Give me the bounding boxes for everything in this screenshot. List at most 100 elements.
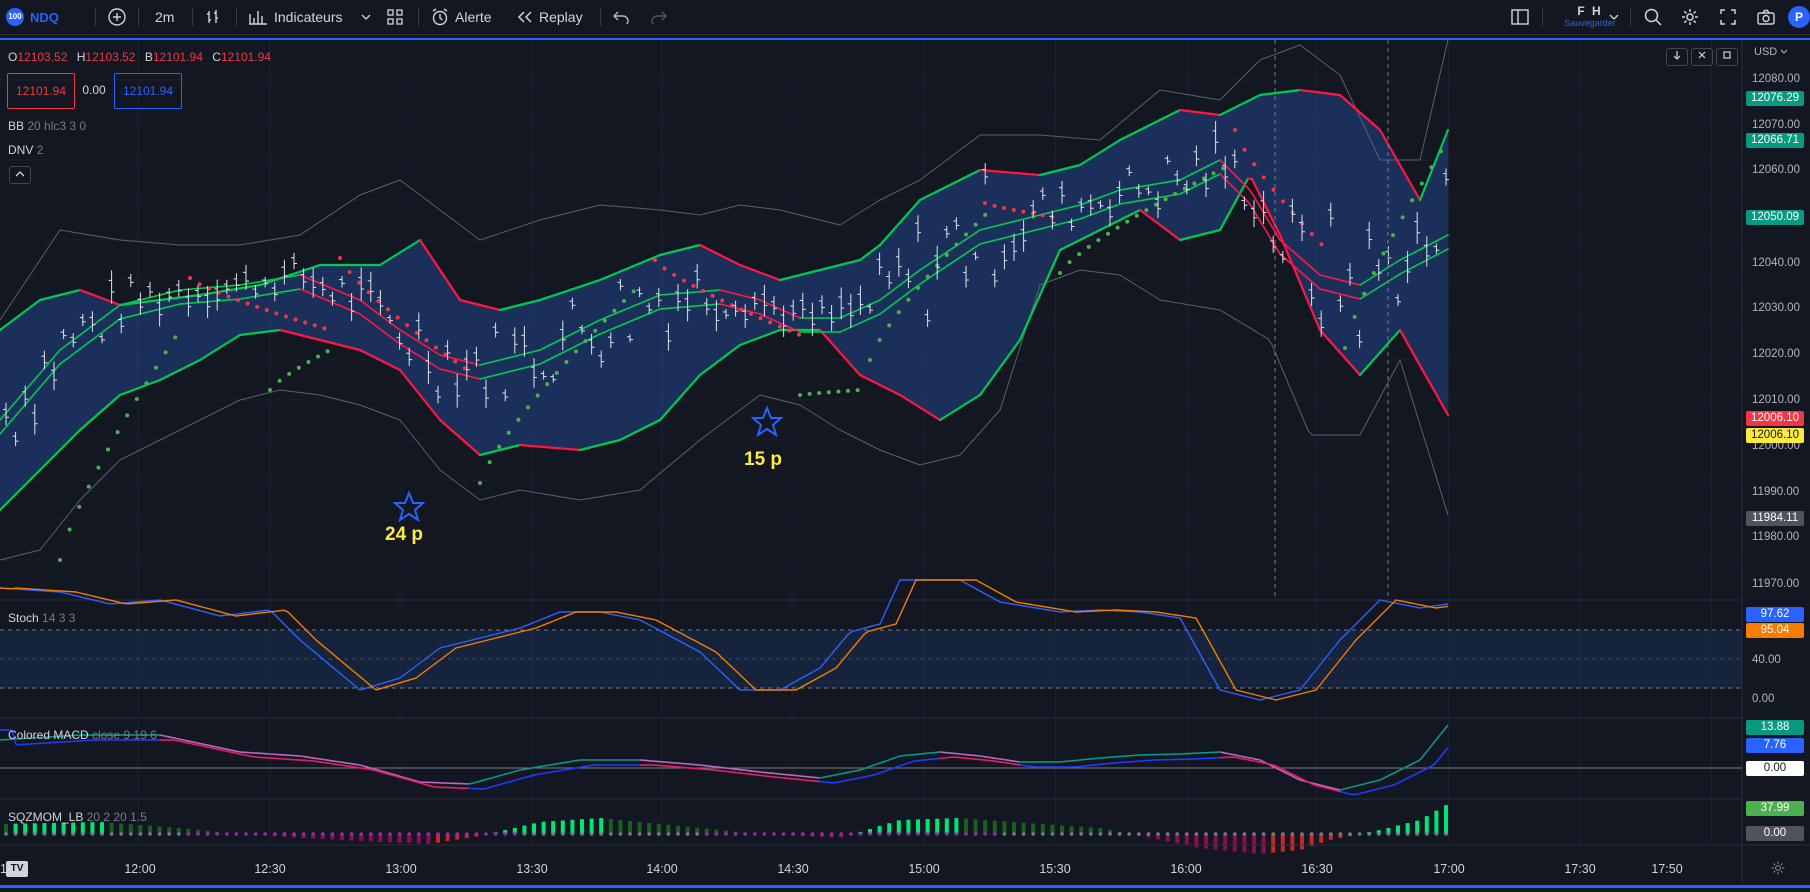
macd-params: close 9 19 6 — [92, 728, 157, 742]
macd-tag: 0.00 — [1746, 761, 1804, 776]
time-tick-label: 12:30 — [254, 862, 286, 876]
time-tick-label: 15:30 — [1039, 862, 1071, 876]
sell-button[interactable]: 12101.94 — [7, 73, 75, 109]
save-label: Sauvegarder — [1564, 18, 1616, 28]
macd-name: Colored MACD — [8, 728, 89, 742]
indicators-button[interactable]: Indicateurs — [248, 0, 342, 34]
gear-icon[interactable] — [1677, 0, 1703, 34]
fullscreen-icon[interactable] — [1715, 0, 1741, 34]
price-tick-label: 12020.00 — [1752, 348, 1800, 360]
star-icon — [392, 490, 426, 523]
bb-name: BB — [8, 119, 25, 133]
stoch-k-line — [0, 579, 1449, 701]
price-tag: 12006.10 — [1746, 428, 1804, 443]
scroll-down-button[interactable] — [1666, 48, 1688, 66]
sqz-tag: 37.99 — [1746, 801, 1804, 816]
time-tick-label: 16:30 — [1301, 862, 1333, 876]
time-tick-label: 17:00 — [1433, 862, 1465, 876]
currency-label[interactable]: USD — [1754, 46, 1788, 58]
camera-icon[interactable] — [1753, 0, 1779, 34]
arrow-down-icon — [1673, 51, 1681, 60]
profile-avatar[interactable]: P — [1788, 0, 1810, 34]
price-tag: 12006.10 — [1746, 411, 1804, 426]
bollinger-middle-line — [0, 159, 1449, 421]
indicators-label: Indicateurs — [274, 9, 343, 25]
macd-tag: 7.76 — [1746, 738, 1804, 753]
symbol-selector[interactable]: 100 NDQ — [6, 0, 59, 34]
collapse-legend-button[interactable] — [9, 166, 31, 184]
tradingview-logo: TV — [6, 860, 28, 877]
alert-button[interactable]: Alerte — [430, 0, 492, 34]
price-tick-label: 12060.00 — [1752, 164, 1800, 176]
annotation-label: 15 p — [744, 449, 783, 470]
search-icon[interactable] — [1640, 0, 1666, 34]
time-tick-label: 13:30 — [516, 862, 548, 876]
dnv-name: DNV — [8, 143, 34, 157]
bar-style-icon[interactable] — [202, 0, 224, 34]
star-icon — [750, 405, 784, 438]
sqz-tag: 0.00 — [1746, 826, 1804, 841]
close-label: C — [212, 50, 221, 64]
chart-canvas[interactable] — [0, 40, 1810, 885]
spread-value: 0.00 — [78, 73, 110, 107]
trend-line — [0, 173, 1449, 435]
layout-panel-icon[interactable] — [1508, 0, 1532, 34]
symbol-badge: 100 — [6, 8, 24, 26]
buy-price: 12101.94 — [122, 84, 174, 98]
sqz-legend[interactable]: SQZMOM_LB 20 2 20 1.5 — [8, 810, 147, 824]
bb-legend[interactable]: BB 20 hlc3 3 0 — [8, 119, 86, 133]
replay-button[interactable]: Replay — [516, 0, 583, 34]
chevron-down-icon — [1780, 49, 1788, 54]
price-tick-label: 12000.00 — [1752, 440, 1800, 452]
chevron-up-icon — [15, 171, 25, 177]
compare-add-icon[interactable] — [106, 0, 128, 34]
bollinger-upper-band — [0, 88, 1450, 332]
time-tick-label: 12:00 — [124, 862, 156, 876]
rewind-icon — [516, 10, 534, 24]
annotation-label: 24 p — [385, 524, 424, 545]
time-tick-label: 17:30 — [1564, 862, 1596, 876]
price-tick-label: 11970.00 — [1752, 578, 1800, 590]
high-label: H — [76, 50, 86, 64]
macd-lines — [0, 724, 1449, 796]
vertical-dashed-lines — [1274, 40, 1389, 600]
undo-icon[interactable] — [610, 0, 632, 34]
restore-icon — [1723, 51, 1731, 59]
stoch-legend[interactable]: Stoch 14 3 3 — [8, 611, 75, 625]
price-tick-label: 12070.00 — [1752, 119, 1800, 131]
time-tick-label: 14:30 — [777, 862, 809, 876]
sqz-params: 20 2 20 1.5 — [86, 810, 147, 824]
templates-grid-icon[interactable] — [384, 0, 406, 34]
sell-price: 12101.94 — [15, 84, 67, 98]
active-chart-border — [0, 38, 1810, 40]
interval-label: 2m — [155, 9, 175, 25]
price-tag: 12066.71 — [1746, 133, 1804, 148]
price-bars — [3, 121, 1449, 447]
layout-save-button[interactable]: F H Sauvegarder — [1550, 0, 1630, 34]
bollinger-lower-band — [0, 177, 1450, 512]
time-tick-label: 14:00 — [646, 862, 678, 876]
macd-legend[interactable]: Colored MACD close 9 19 6 — [8, 728, 157, 742]
stoch-tag: 97.62 — [1746, 607, 1804, 622]
price-tick-label: 12080.00 — [1752, 73, 1800, 85]
chart-settings-icon[interactable] — [1770, 860, 1786, 879]
dnv-legend[interactable]: DNV 2 — [8, 143, 43, 157]
price-tick-label: 11980.00 — [1752, 531, 1800, 543]
chevron-down-icon[interactable] — [1606, 0, 1622, 34]
redo-icon[interactable] — [648, 0, 670, 34]
interval-button[interactable]: 2m — [155, 0, 174, 34]
price-tag: 12076.29 — [1746, 91, 1804, 106]
restore-pane-button[interactable] — [1716, 48, 1738, 66]
open-value: 12103.52 — [17, 50, 68, 64]
low-label: B — [144, 50, 153, 64]
dnv-params: 2 — [36, 143, 44, 157]
chevron-down-icon[interactable] — [358, 0, 374, 34]
squeeze-momentum-histogram — [4, 805, 1448, 854]
stoch-tick-label: 40.00 — [1752, 654, 1781, 666]
ohlc-legend: O12103.52 H12103.52 B12101.94 C12101.94 — [8, 50, 271, 64]
currency-text: USD — [1754, 46, 1778, 58]
stoch-tick-label: 0.00 — [1752, 693, 1775, 705]
maximize-pane-button[interactable] — [1691, 48, 1713, 66]
buy-button[interactable]: 12101.94 — [114, 73, 182, 109]
low-value: 12101.94 — [152, 50, 203, 64]
